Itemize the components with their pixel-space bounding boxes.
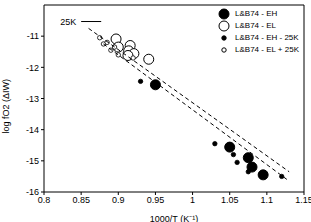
svg-text:25K: 25K <box>60 17 76 27</box>
svg-text:-14: -14 <box>26 125 39 135</box>
svg-text:-12: -12 <box>26 63 39 73</box>
html-text:L&B74 - EL + 25K: L&B74 - EL + 25K <box>235 45 299 54</box>
svg-text:0.9: 0.9 <box>112 195 125 205</box>
svg-text:1.05: 1.05 <box>221 195 239 205</box>
svg-text:-11: -11 <box>27 31 39 41</box>
svg-text:0.85: 0.85 <box>72 195 90 205</box>
svg-text:0.8: 0.8 <box>38 195 51 205</box>
html-text:L&B74 - EL: L&B74 - EL <box>235 21 276 30</box>
svg-text:log fO2 (ΔIW): log fO2 (ΔIW) <box>8 79 11 134</box>
svg-text:1: 1 <box>190 195 195 205</box>
svg-text:1000/T (K⁻¹): 1000/T (K⁻¹) <box>150 214 198 222</box>
svg-text:-13: -13 <box>26 94 39 104</box>
html-text:L&B74 - EH: L&B74 - EH <box>235 9 278 18</box>
svg-text:-16: -16 <box>26 187 39 197</box>
svg-text:0.95: 0.95 <box>147 195 165 205</box>
svg-text:1.1: 1.1 <box>261 195 274 205</box>
svg-text:-15: -15 <box>26 156 39 166</box>
svg-text:1.15: 1.15 <box>295 195 303 205</box>
html-text:L&B74 - EH - 25K: L&B74 - EH - 25K <box>235 33 299 42</box>
